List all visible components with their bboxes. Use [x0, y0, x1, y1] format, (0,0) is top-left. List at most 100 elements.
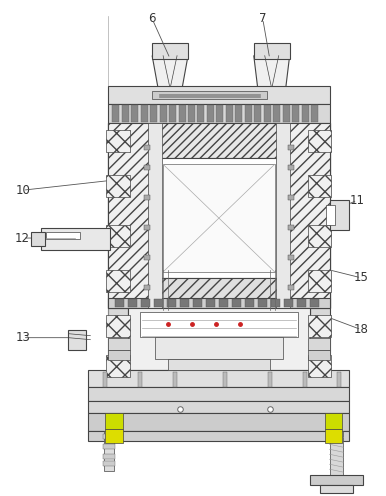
Bar [144, 195, 150, 200]
Bar [180, 299, 189, 307]
Bar [105, 413, 123, 430]
Bar [140, 312, 298, 337]
Bar [325, 205, 335, 225]
Bar [156, 124, 282, 158]
Bar [308, 350, 330, 360]
Bar [288, 225, 294, 230]
Bar [219, 299, 228, 307]
Text: 12: 12 [15, 232, 30, 245]
Bar [156, 278, 282, 308]
Bar [271, 299, 280, 307]
Bar [330, 432, 344, 476]
Bar [103, 434, 115, 439]
Text: 11: 11 [350, 193, 365, 207]
Bar [103, 444, 115, 449]
Bar [104, 432, 114, 471]
Bar [258, 299, 267, 307]
Bar [310, 299, 318, 307]
Bar [254, 43, 290, 59]
Text: 10: 10 [15, 184, 30, 197]
Bar [292, 105, 299, 123]
Bar [173, 372, 177, 387]
Bar [155, 337, 283, 359]
Bar [193, 299, 202, 307]
Bar [245, 105, 252, 123]
Text: 6: 6 [148, 12, 156, 25]
Bar [108, 350, 130, 360]
Bar [325, 430, 342, 443]
Bar [337, 372, 342, 387]
Bar [105, 430, 123, 443]
Bar [106, 175, 130, 197]
Bar [144, 145, 150, 150]
Bar [112, 105, 119, 123]
Bar [30, 232, 44, 246]
Bar [301, 105, 308, 123]
Bar [150, 105, 157, 123]
Bar [288, 145, 294, 150]
Bar [106, 315, 130, 337]
Bar [128, 308, 310, 370]
Bar [156, 158, 282, 278]
Bar [273, 105, 280, 123]
Bar [88, 370, 349, 387]
Bar [288, 285, 294, 290]
Bar [308, 175, 332, 197]
Bar [308, 225, 332, 247]
Bar [160, 105, 167, 123]
Polygon shape [152, 56, 188, 89]
Bar [308, 130, 332, 152]
Bar [232, 299, 241, 307]
Bar [308, 270, 332, 292]
Bar [288, 165, 294, 170]
Bar [288, 195, 294, 200]
Bar [108, 124, 156, 308]
Bar [152, 43, 188, 59]
Text: 13: 13 [15, 331, 30, 344]
Bar [144, 165, 150, 170]
Bar [88, 401, 349, 413]
Bar [325, 413, 342, 430]
Bar [264, 105, 271, 123]
Bar [108, 86, 330, 104]
Bar [296, 299, 306, 307]
Bar [108, 124, 330, 308]
Bar [207, 105, 214, 123]
Bar [41, 228, 110, 250]
Bar [308, 315, 332, 337]
Bar [284, 299, 293, 307]
Bar [144, 225, 150, 230]
Bar [122, 105, 129, 123]
Bar [308, 355, 332, 376]
Bar [179, 105, 186, 123]
Bar [131, 105, 138, 123]
Bar [106, 130, 130, 152]
Bar [108, 298, 330, 308]
Bar [106, 270, 130, 292]
Bar [163, 164, 275, 272]
Bar [268, 372, 272, 387]
Bar [108, 124, 128, 372]
Bar [254, 105, 261, 123]
Bar [282, 124, 330, 308]
Bar [154, 299, 163, 307]
Bar [141, 299, 150, 307]
Text: 18: 18 [354, 323, 369, 336]
Bar [310, 475, 363, 485]
Bar [108, 104, 330, 124]
Bar [108, 338, 130, 350]
Bar [68, 330, 86, 350]
Text: 7: 7 [259, 12, 266, 25]
Bar [235, 105, 242, 123]
Bar [46, 232, 80, 239]
Bar [167, 299, 176, 307]
Bar [330, 200, 349, 230]
Bar [138, 372, 142, 387]
Bar [103, 454, 115, 459]
Bar [128, 299, 137, 307]
Bar [226, 105, 233, 123]
Bar [303, 372, 306, 387]
Bar [310, 124, 330, 372]
Text: 15: 15 [354, 271, 369, 284]
Bar [188, 105, 195, 123]
